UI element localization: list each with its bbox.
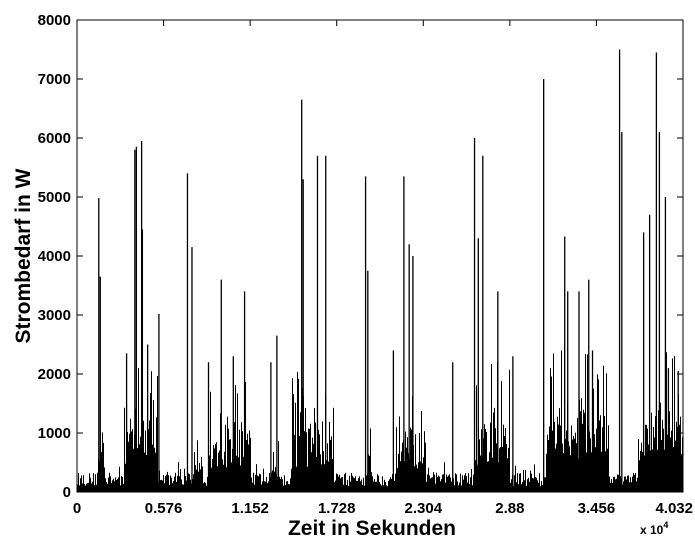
x-tick-label: 1.152 <box>231 500 269 517</box>
x-tick-label: 2.304 <box>405 500 443 517</box>
y-tick-label: 4000 <box>38 248 71 265</box>
x-tick-label: 2.88 <box>495 500 524 517</box>
power-trace <box>77 346 683 492</box>
y-axis-title: Strombedarf in W <box>12 168 35 343</box>
y-tick-label: 1000 <box>38 425 71 442</box>
x-tick-label: 3.456 <box>578 500 616 517</box>
x-exponent-label: x 104 <box>640 520 668 537</box>
x-tick-label: 0 <box>73 500 81 517</box>
y-tick-label: 0 <box>63 484 71 501</box>
y-tick-labels: 0 1000 2000 3000 4000 5000 6000 7000 8000 <box>38 12 71 501</box>
x-tick-label: 1.728 <box>318 500 356 517</box>
y-tick-label: 2000 <box>38 366 71 383</box>
x-tick-label: 4.032 <box>655 500 693 517</box>
x-axis-title: Zeit in Sekunden <box>288 517 456 540</box>
series-bars <box>77 49 683 492</box>
axis-ticks <box>76 19 684 493</box>
x-tick-label: 0.576 <box>145 500 183 517</box>
x-tick-labels: 0 0.576 1.152 1.728 2.304 2.88 3.456 4.032 <box>73 500 693 517</box>
y-tick-label: 3000 <box>38 307 71 324</box>
y-tick-label: 7000 <box>38 71 71 88</box>
y-tick-label: 6000 <box>38 130 71 147</box>
y-tick-label: 5000 <box>38 189 71 206</box>
y-tick-label: 8000 <box>38 12 71 29</box>
